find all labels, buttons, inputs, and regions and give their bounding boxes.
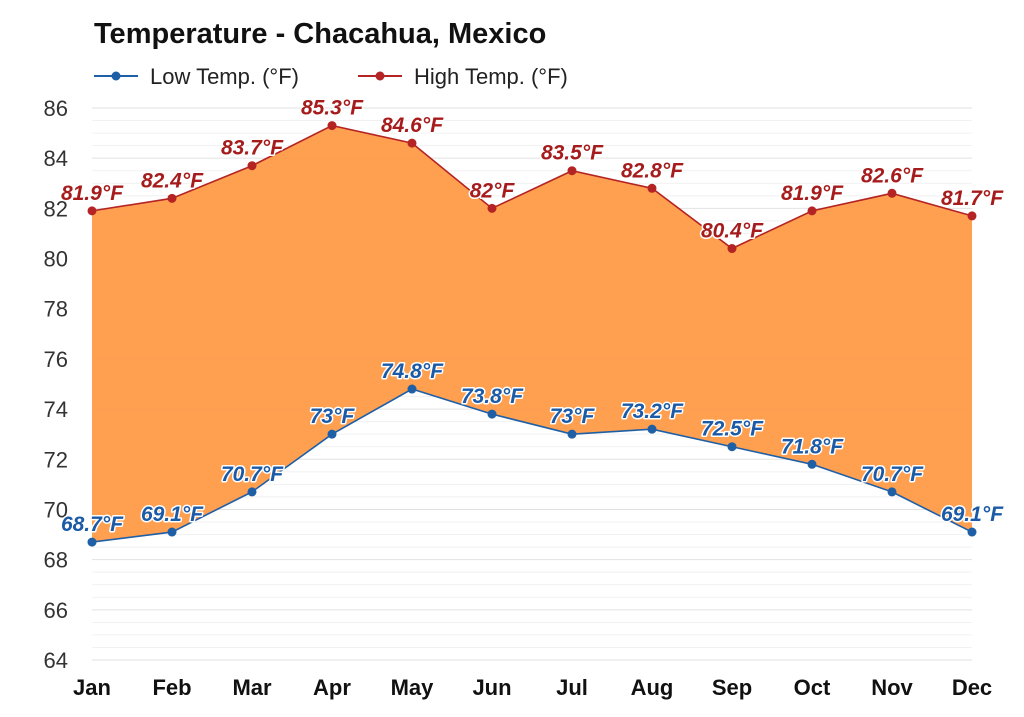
low-temp-label: 71.8°F — [781, 435, 844, 458]
high-temp-point[interactable] — [167, 193, 177, 203]
low-temp-point[interactable] — [567, 429, 577, 439]
x-axis: Jan Feb Mar Apr May Jun Jul Aug Sep Oct Nov Dec — [73, 675, 992, 700]
low-temp-point[interactable] — [247, 487, 257, 497]
series-lines — [91, 124, 973, 543]
temperature-range-area — [92, 125, 972, 543]
x-tick-label: Jun — [472, 675, 511, 700]
y-tick-label: 76 — [44, 347, 68, 372]
y-tick-label: 66 — [44, 598, 68, 623]
low-temp-label: 74.8°F — [381, 360, 444, 383]
high-temp-label: 84.6°F — [381, 114, 444, 137]
low-temp-point[interactable] — [807, 459, 817, 469]
x-tick-label: Jan — [73, 675, 111, 700]
high-temp-label: 82.8°F — [621, 159, 684, 182]
low-temp-line — [91, 388, 973, 543]
legend-label-low: Low Temp. (°F) — [150, 64, 299, 89]
x-tick-label: Apr — [313, 675, 351, 700]
high-temp-point[interactable] — [327, 121, 337, 131]
low-temp-label: 73.8°F — [461, 385, 524, 408]
low-temp-point[interactable] — [887, 487, 897, 497]
low-temp-point[interactable] — [407, 384, 417, 394]
legend-marker-low — [111, 71, 121, 81]
x-tick-label: Jul — [556, 675, 588, 700]
low-temp-label: 73°F — [550, 405, 596, 428]
legend-label-high: High Temp. (°F) — [414, 64, 568, 89]
y-tick-label: 84 — [44, 146, 68, 171]
low-temp-point[interactable] — [167, 527, 177, 537]
low-temp-label: 73°F — [310, 405, 356, 428]
x-tick-label: Aug — [631, 675, 674, 700]
high-temp-point[interactable] — [407, 138, 417, 148]
x-tick-label: Sep — [712, 675, 752, 700]
y-axis: 64 66 68 70 72 74 76 78 80 82 84 86 — [44, 96, 68, 673]
high-temp-label: 82.6°F — [861, 164, 924, 187]
low-temp-label: 68.7°F — [61, 513, 124, 536]
high-temp-label: 82.4°F — [141, 169, 204, 192]
high-temp-point[interactable] — [87, 206, 97, 216]
x-tick-label: Oct — [794, 675, 831, 700]
high-temp-label: 83.5°F — [541, 142, 604, 165]
high-temp-label: 81.9°F — [61, 182, 124, 205]
legend-item-low[interactable]: Low Temp. (°F) — [94, 64, 299, 89]
legend-item-high[interactable]: High Temp. (°F) — [358, 64, 568, 89]
legend-marker-high — [375, 71, 385, 81]
y-tick-label: 80 — [44, 247, 68, 272]
data-labels: 68.7°F 69.1°F 70.7°F 73°F 74.8°F 73.8°F 73°F 73… — [59, 95, 1005, 538]
low-temp-point[interactable] — [487, 409, 497, 419]
low-temp-point[interactable] — [87, 537, 97, 547]
y-tick-label: 74 — [44, 397, 68, 422]
legend: Low Temp. (°F) High Temp. (°F) — [94, 64, 568, 89]
high-temp-label: 85.3°F — [301, 97, 364, 120]
high-temp-point[interactable] — [727, 244, 737, 254]
high-temp-point[interactable] — [247, 161, 257, 171]
high-temp-label: 82°F — [470, 179, 516, 202]
x-tick-label: Feb — [152, 675, 191, 700]
high-temp-point[interactable] — [567, 166, 577, 176]
low-temp-point[interactable] — [967, 527, 977, 537]
high-temp-label: 80.4°F — [701, 220, 764, 243]
low-temp-label: 73.2°F — [621, 400, 684, 423]
low-temp-label: 72.5°F — [701, 418, 764, 441]
low-temp-point[interactable] — [327, 429, 337, 439]
low-temp-label: 69.1°F — [141, 503, 204, 526]
low-temp-label: 69.1°F — [941, 503, 1004, 526]
low-temp-point[interactable] — [647, 424, 657, 434]
low-temp-label: 70.7°F — [861, 463, 924, 486]
high-temp-line — [91, 124, 973, 250]
high-temp-label: 81.9°F — [781, 182, 844, 205]
y-tick-label: 68 — [44, 548, 68, 573]
low-temp-point[interactable] — [727, 442, 737, 452]
x-tick-label: Dec — [952, 675, 992, 700]
high-temp-point[interactable] — [887, 188, 897, 198]
y-tick-label: 86 — [44, 96, 68, 121]
y-tick-label: 70 — [44, 497, 68, 522]
series-markers — [87, 121, 977, 547]
high-temp-label: 83.7°F — [221, 137, 284, 160]
low-temp-label: 70.7°F — [221, 463, 284, 486]
chart-title: Temperature - Chacahua, Mexico — [94, 18, 546, 50]
high-temp-point[interactable] — [487, 203, 497, 213]
y-tick-label: 72 — [44, 447, 68, 472]
y-tick-label: 78 — [44, 297, 68, 322]
high-temp-label: 81.7°F — [941, 187, 1004, 210]
high-temp-point[interactable] — [967, 211, 977, 221]
x-tick-label: Nov — [871, 675, 913, 700]
high-temp-point[interactable] — [647, 183, 657, 193]
x-tick-label: Mar — [232, 675, 272, 700]
high-temp-point[interactable] — [807, 206, 817, 216]
y-tick-label: 64 — [44, 648, 68, 673]
x-tick-label: May — [391, 675, 435, 700]
y-tick-label: 82 — [44, 196, 68, 221]
